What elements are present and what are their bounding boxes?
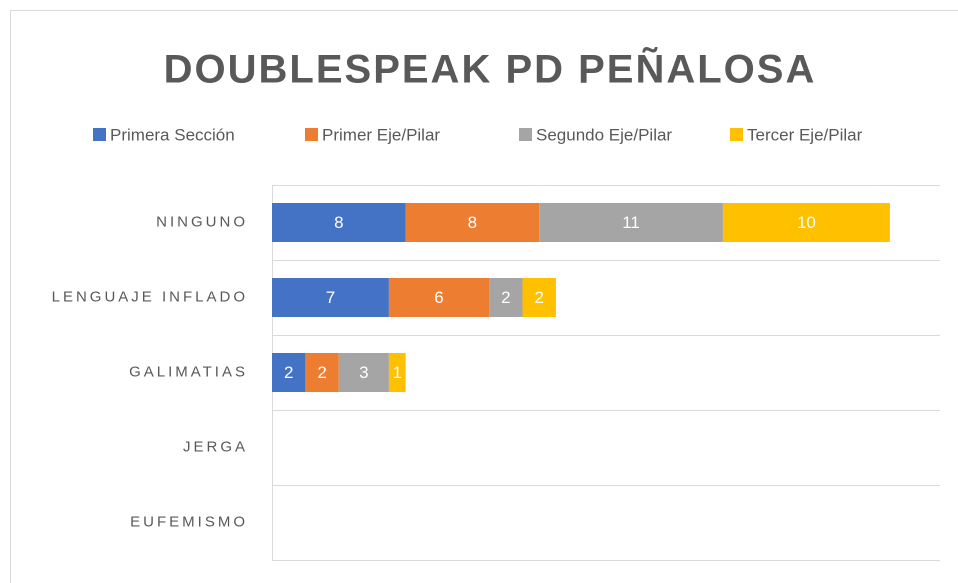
bar [539, 203, 723, 242]
data-label: 6 [434, 288, 443, 307]
data-label: 10 [797, 213, 816, 232]
data-label: 2 [284, 363, 293, 382]
data-label: 11 [622, 213, 640, 232]
bar [405, 203, 540, 242]
legend-label: Tercer Eje/Pilar [747, 125, 863, 144]
y-tick-label: LENGUAJE INFLADO [52, 288, 248, 305]
y-tick-label: JERGA [183, 438, 248, 455]
bar [388, 278, 490, 317]
data-label: 2 [534, 288, 543, 307]
legend-label: Primer Eje/Pilar [322, 125, 440, 144]
data-label: 2 [317, 363, 326, 382]
data-label: 3 [359, 363, 368, 382]
bar [388, 353, 406, 392]
data-label: 1 [393, 363, 402, 382]
legend-swatch [305, 128, 318, 141]
bar [722, 203, 890, 242]
legend-swatch [519, 128, 532, 141]
legend-swatch [730, 128, 743, 141]
y-tick-label: GALIMATIAS [129, 363, 248, 380]
chart-title: DOUBLESPEAK PD PEÑALOSA [164, 46, 817, 92]
data-label: 2 [501, 288, 510, 307]
bar [489, 278, 523, 317]
y-tick-label: EUFEMISMO [130, 513, 248, 530]
data-label: 7 [326, 288, 335, 307]
bar [305, 353, 339, 392]
bar [338, 353, 389, 392]
legend-label: Segundo Eje/Pilar [536, 125, 672, 144]
y-tick-label: NINGUNO [156, 213, 248, 230]
bar [272, 353, 306, 392]
data-label: 8 [468, 213, 477, 232]
legend-swatch [93, 128, 106, 141]
data-label: 8 [334, 213, 343, 232]
legend-label: Primera Sección [110, 125, 235, 144]
bar [522, 278, 556, 317]
bar [272, 203, 406, 242]
bar [272, 278, 389, 317]
